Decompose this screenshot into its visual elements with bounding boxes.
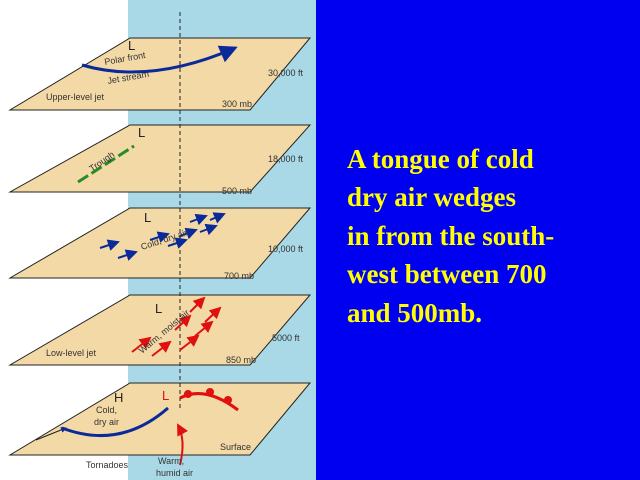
altitude-label: 30,000 ft bbox=[268, 68, 304, 78]
plane bbox=[8, 294, 312, 366]
caption-line: A tongue of cold bbox=[347, 144, 534, 174]
warm-arrows bbox=[131, 296, 222, 357]
caption-line: in from the south- bbox=[347, 221, 554, 251]
pressure-label: 500 mb bbox=[222, 186, 252, 196]
cold-front bbox=[61, 406, 169, 438]
cold-air-label: Cold, bbox=[96, 405, 117, 415]
warm-air-label: humid air bbox=[156, 468, 193, 478]
altitude-label: 5000 ft bbox=[272, 333, 300, 343]
tornadoes-label: Tornadoes bbox=[86, 460, 129, 470]
plane bbox=[8, 207, 312, 279]
caption-line: dry air wedges bbox=[347, 182, 516, 212]
warm-air-label: Warm, bbox=[158, 456, 184, 466]
front-bump bbox=[224, 396, 232, 404]
low-label: L bbox=[162, 388, 169, 403]
jet-label: Upper-level jet bbox=[46, 92, 105, 102]
caption-line: west between 700 bbox=[347, 259, 546, 289]
caption-line: and 500mb. bbox=[347, 298, 482, 328]
altitude-label: 18,000 ft bbox=[268, 154, 304, 164]
jet-label: Low-level jet bbox=[46, 348, 97, 358]
plane bbox=[8, 124, 312, 193]
pressure-label: 700 mb bbox=[224, 271, 254, 281]
trough-line bbox=[77, 144, 135, 184]
cold-arrows bbox=[99, 212, 226, 261]
pressure-label: 300 mb bbox=[222, 99, 252, 109]
altitude-label: 10,000 ft bbox=[268, 244, 304, 254]
low-label: L bbox=[138, 125, 145, 140]
low-label: L bbox=[128, 38, 135, 53]
front-bump bbox=[184, 390, 192, 398]
cold-arrow bbox=[35, 427, 67, 441]
diagram: L Polar front Jet stream 30,000 ft Upper… bbox=[0, 0, 316, 480]
warm-arrow bbox=[177, 423, 188, 466]
high-label: H bbox=[114, 390, 123, 405]
cold-air-label: dry air bbox=[94, 417, 119, 427]
caption: A tongue of cold dry air wedges in from … bbox=[347, 144, 554, 328]
front-bump bbox=[206, 388, 214, 396]
jet-arrow bbox=[81, 45, 238, 74]
plane bbox=[8, 382, 312, 456]
low-label: L bbox=[144, 210, 151, 225]
surface-label: Surface bbox=[220, 442, 251, 452]
pressure-label: 850 mb bbox=[226, 355, 256, 365]
low-label: L bbox=[155, 301, 162, 316]
